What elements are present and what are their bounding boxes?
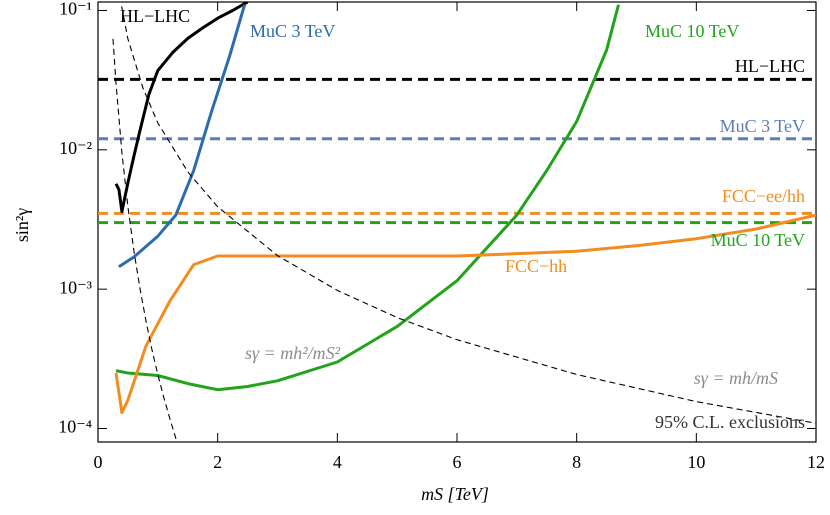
annotation: FCC−ee/hh xyxy=(722,186,805,206)
series-line xyxy=(114,2,249,214)
series-line xyxy=(115,4,620,392)
y-tick-label: 10⁻⁴ xyxy=(58,417,92,437)
x-tick-label: 8 xyxy=(572,452,581,472)
annotation: HL−LHC xyxy=(735,56,805,76)
series-line xyxy=(118,4,247,268)
annotation: sγ = mh²/mS² xyxy=(245,343,341,363)
y-tick-label: 10⁻³ xyxy=(59,277,93,297)
y-tick-label: 10⁻¹ xyxy=(59,0,92,19)
y-axis-label: sin²γ xyxy=(12,208,32,242)
annotation: MuC 3 TeV xyxy=(250,21,335,41)
x-tick-label: 12 xyxy=(807,452,825,472)
x-axis-label: mS [TeV] xyxy=(421,484,489,504)
annotation: HL−LHC xyxy=(120,6,190,26)
plot-area xyxy=(98,2,816,442)
x-tick-label: 6 xyxy=(453,452,462,472)
x-tick-label: 4 xyxy=(333,452,342,472)
x-tick-label: 2 xyxy=(213,452,222,472)
annotation: FCC−hh xyxy=(505,256,567,276)
series-line xyxy=(112,38,178,442)
annotation: sγ = mh/mS xyxy=(694,368,778,388)
x-tick-label: 10 xyxy=(687,452,705,472)
x-tick-label: 0 xyxy=(94,452,103,472)
series-line xyxy=(120,2,816,424)
annotation: MuC 10 TeV xyxy=(645,21,739,41)
annotation: MuC 10 TeV xyxy=(711,230,805,250)
y-tick-label: 10⁻² xyxy=(59,138,92,158)
annotation: MuC 3 TeV xyxy=(720,116,805,136)
annotation: 95% C.L. exclusions xyxy=(655,412,805,432)
